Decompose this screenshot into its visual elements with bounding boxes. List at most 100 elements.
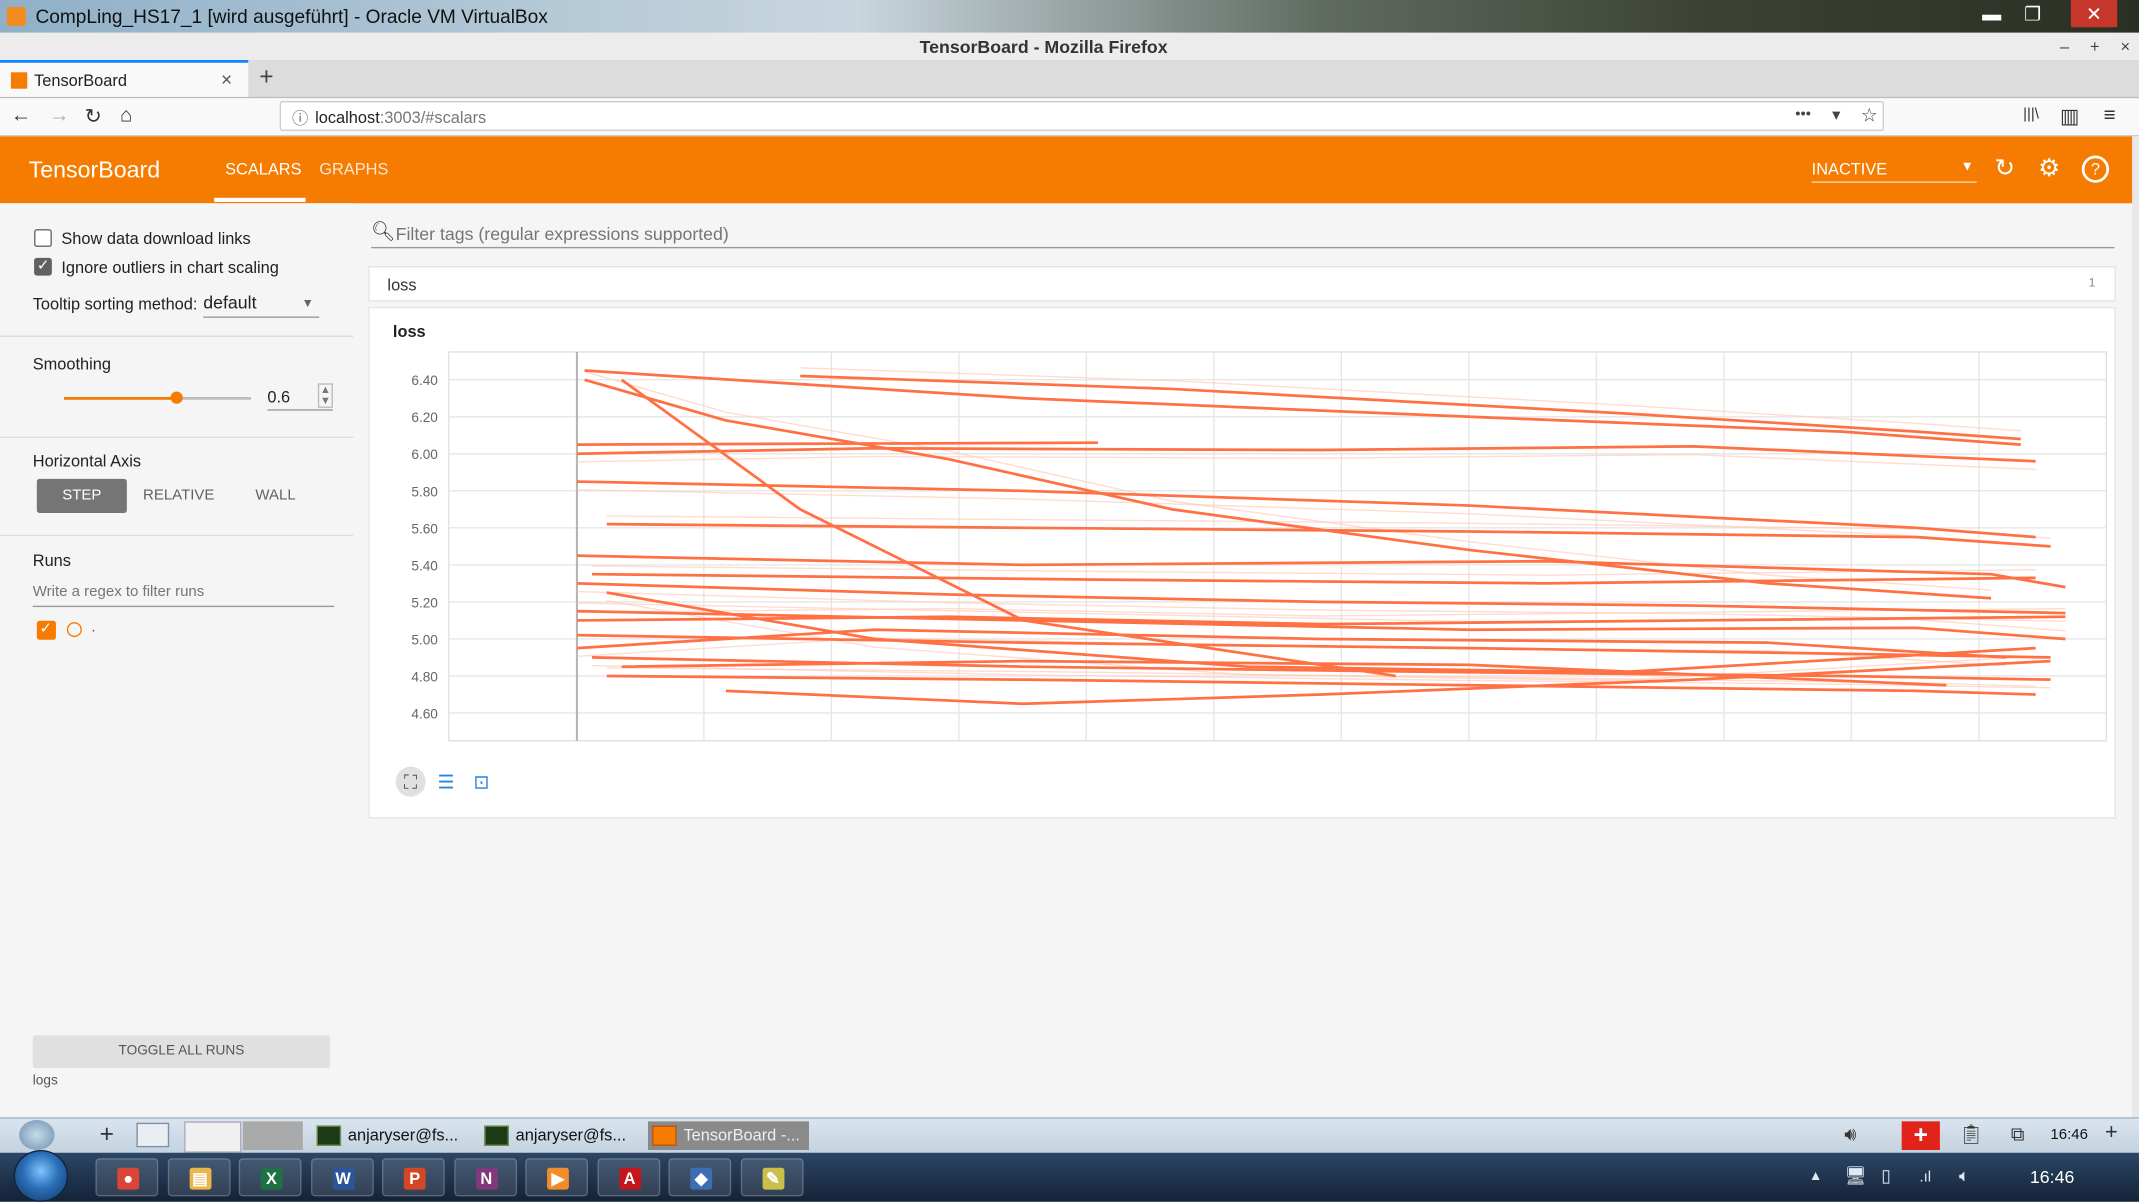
signal-icon[interactable]: .ıl — [1919, 1169, 1932, 1186]
raw-series-line — [584, 370, 1992, 591]
menu-icon[interactable]: ≡ — [2103, 103, 2116, 127]
acrobat-icon: A — [618, 1167, 641, 1190]
page-scrollbar[interactable] — [2132, 136, 2139, 1118]
explorer-icon: ▤ — [188, 1167, 211, 1190]
sidebar-icon[interactable]: ▥ — [2059, 105, 2080, 129]
library-icon[interactable]: |||\ — [2023, 106, 2039, 123]
settings-gear-icon[interactable]: ⚙ — [2038, 154, 2061, 182]
divider — [0, 335, 354, 337]
tab-scalars[interactable]: SCALARS — [225, 159, 302, 179]
dropdown-caret-icon: ▼ — [1960, 159, 1974, 175]
help-icon[interactable]: ? — [2081, 155, 2110, 183]
y-tick-label: 6.40 — [411, 373, 438, 388]
tag-filter-input[interactable]: 🔍︎ Filter tags (regular expressions supp… — [371, 220, 2115, 249]
taskbar-app-media-player[interactable]: ▶ — [525, 1158, 588, 1197]
home-icon[interactable]: ⌂ — [120, 103, 133, 127]
show-hidden-icons[interactable]: ▲ — [1808, 1169, 1823, 1185]
add-icon[interactable]: + — [99, 1120, 114, 1148]
refresh-icon[interactable]: ↻ — [1994, 154, 2016, 182]
window-icon[interactable] — [136, 1122, 170, 1148]
firefox-window-controls[interactable]: – + × — [2059, 36, 2139, 56]
close-tab-icon[interactable]: × — [221, 68, 233, 91]
back-icon[interactable]: ← — [10, 103, 32, 127]
y-tick-label: 4.80 — [411, 669, 438, 684]
taskbar-app-excel[interactable]: X — [238, 1158, 302, 1197]
taskbar-app-notepad[interactable]: ✎ — [740, 1158, 803, 1197]
swiss-flag-icon[interactable]: + — [1901, 1121, 1940, 1151]
taskbar-app-virtualbox[interactable]: ◆ — [668, 1158, 732, 1197]
pocket-icon[interactable]: ▾ — [1832, 105, 1841, 125]
stepper-icon[interactable]: ▲ ▼ — [317, 383, 333, 408]
series-line — [621, 659, 1947, 687]
display-icon[interactable]: 🖥︎ — [1844, 1165, 1867, 1186]
axis-step-button[interactable]: STEP — [36, 478, 127, 513]
run-checkbox[interactable] — [36, 619, 56, 640]
firefox-task[interactable]: TensorBoard -... — [647, 1121, 809, 1151]
volume-icon[interactable]: 🔊︎ — [1844, 1122, 1857, 1145]
inactive-dashboards-dropdown[interactable]: INACTIVE ▼ — [1811, 159, 1977, 183]
y-tick-label: 4.60 — [411, 706, 438, 721]
raw-series-line — [577, 607, 2066, 617]
category-header-loss[interactable]: loss 1 — [368, 266, 2116, 302]
axis-relative-button[interactable]: RELATIVE — [142, 487, 215, 504]
series-line — [606, 674, 2036, 696]
taskbar-app-powerpoint[interactable]: P — [381, 1158, 445, 1197]
smoothing-input[interactable]: 0.6 ▲ ▼ — [267, 383, 333, 411]
runs-filter-input[interactable]: Write a regex to filter runs — [32, 584, 335, 608]
power-icon[interactable]: ▯ — [1881, 1165, 1891, 1186]
host-clock: 16:46 — [2050, 1126, 2088, 1144]
blank-task-icon[interactable] — [242, 1121, 303, 1151]
show-download-links-label: Show data download links — [61, 229, 251, 249]
speaker-icon[interactable]: 🔈︎ — [1958, 1165, 1970, 1186]
clipboard-icon[interactable]: 📋︎ — [1958, 1122, 1984, 1145]
series-line — [725, 659, 2051, 706]
tooltip-sorting-select[interactable]: default ▼ — [203, 292, 320, 318]
virtualbox-window-title: CompLing_HS17_1 [wird ausgeführt] - Orac… — [35, 5, 548, 28]
show-download-links-checkbox[interactable] — [34, 229, 52, 247]
virtualbox-task-icon[interactable] — [184, 1121, 242, 1153]
scalar-chart-card: loss 6.40 6.20 6.00 5.80 5.60 5.40 5.20 5.00 4.8… — [368, 306, 2116, 819]
powerpoint-icon: P — [403, 1167, 426, 1190]
y-tick-label: 6.00 — [411, 447, 438, 462]
browser-tab-tensorboard[interactable]: TensorBoard × — [0, 60, 249, 97]
url-bar[interactable]: ⓘ localhost:3003/#scalars ••• ▾ ☆ — [279, 100, 1884, 131]
terminal-task-1[interactable]: anjaryser@fs... — [312, 1121, 473, 1150]
restore-button[interactable]: ❐ — [2024, 2, 2042, 25]
host-menu-icon[interactable] — [19, 1120, 55, 1151]
minimize-button[interactable]: ▬ — [1982, 2, 2002, 25]
fit-domain-icon[interactable]: ⊡ — [473, 770, 490, 793]
series-line — [620, 378, 1396, 678]
loss-line-chart[interactable]: 6.40 6.20 6.00 5.80 5.60 5.40 5.20 5.00 4.80 4.60 — [370, 308, 2115, 758]
active-tab-indicator — [214, 197, 306, 202]
category-name: loss — [387, 275, 417, 295]
ignore-outliers-checkbox[interactable] — [34, 256, 52, 276]
run-color-dot — [66, 622, 82, 638]
start-button[interactable] — [13, 1150, 69, 1202]
site-info-icon[interactable]: ⓘ — [291, 109, 309, 129]
taskbar-app-acrobat[interactable]: A — [596, 1158, 660, 1197]
toggle-all-runs-button[interactable]: TOGGLE ALL RUNS — [32, 1035, 331, 1069]
taskbar-app-chrome[interactable]: ● — [95, 1158, 159, 1197]
taskbar-app-word[interactable]: W — [310, 1158, 374, 1197]
new-tab-button[interactable]: + — [259, 62, 274, 91]
taskbar-app-explorer[interactable]: ▤ — [167, 1158, 230, 1197]
url-text[interactable]: localhost:3003/#scalars — [315, 108, 486, 127]
logdir-label: logs — [32, 1073, 58, 1089]
tab-strip: TensorBoard × + — [0, 60, 2139, 99]
close-button[interactable]: ✕ — [2070, 0, 2118, 28]
bookmark-star-icon[interactable]: ☆ — [1860, 103, 1878, 126]
page-actions-icon[interactable]: ••• — [1795, 106, 1812, 123]
fullscreen-icon[interactable]: ⛶ — [395, 766, 426, 797]
terminal-task-2[interactable]: anjaryser@fs... — [480, 1121, 641, 1150]
raw-series-line — [577, 453, 2036, 471]
taskbar-app-onenote[interactable]: N — [453, 1158, 517, 1197]
tab-graphs[interactable]: GRAPHS — [319, 159, 389, 179]
log-scale-icon[interactable]: ☰ — [437, 770, 455, 793]
smoothing-slider-handle[interactable] — [170, 391, 183, 404]
reload-icon[interactable]: ↻ — [84, 105, 102, 129]
axis-wall-button[interactable]: WALL — [255, 487, 296, 504]
forward-icon[interactable]: → — [49, 103, 70, 127]
add-icon[interactable]: + — [2104, 1121, 2118, 1145]
runs-label: Runs — [32, 551, 71, 571]
network-icon[interactable]: ⧉ — [2010, 1122, 2025, 1145]
